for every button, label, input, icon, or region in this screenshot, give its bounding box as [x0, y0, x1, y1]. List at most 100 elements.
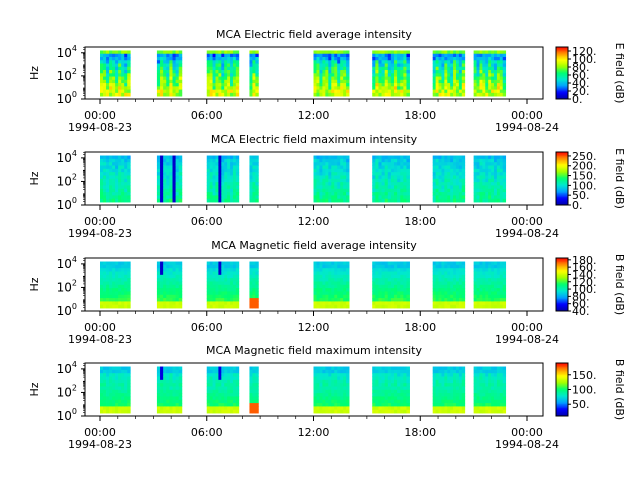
spectrogram-cell	[406, 60, 410, 64]
spectrogram-cell	[456, 366, 460, 371]
spectrogram-cell	[316, 70, 320, 74]
spectrogram-cell	[372, 198, 376, 203]
spectrogram-cell	[163, 393, 167, 397]
spectrogram-cell	[458, 168, 463, 173]
spectrogram-cell	[115, 284, 119, 289]
spectrogram-cell	[319, 284, 323, 289]
spectrogram-cell	[175, 268, 180, 272]
colorbar-segment	[556, 58, 568, 61]
spectrogram-cell	[255, 168, 259, 173]
spectrogram-cell	[124, 195, 128, 200]
spectrogram-cell	[322, 70, 326, 74]
spectrogram-cell	[491, 86, 495, 90]
spectrogram-cell	[215, 288, 219, 292]
spectrogram-cell	[482, 304, 486, 309]
spectrogram-cell	[491, 70, 495, 74]
spectrogram-cell	[346, 155, 350, 160]
spectrogram-cell	[346, 379, 350, 384]
spectrogram-cell	[406, 172, 410, 176]
spectrogram-cell	[215, 409, 219, 414]
spectrogram-cell	[319, 271, 323, 276]
spectrogram-cell	[178, 73, 183, 77]
spectrogram-cell	[384, 79, 389, 84]
spectrogram-cell	[488, 168, 492, 173]
spectrogram-cell	[340, 89, 344, 94]
spectrogram-cell	[121, 366, 125, 371]
spectrogram-block	[249, 50, 259, 97]
colorbar-segment	[556, 304, 568, 307]
spectrogram-cell	[337, 406, 341, 411]
spectrogram-cell	[453, 268, 457, 272]
colorbar-segment	[556, 92, 568, 95]
spectrogram-cell	[456, 89, 460, 94]
spectrogram-cell	[397, 168, 401, 173]
spectrogram-cell	[118, 195, 122, 200]
spectrogram-cell	[494, 192, 498, 196]
spectrogram-cell	[387, 158, 392, 163]
spectrogram-cell	[100, 73, 104, 77]
spectrogram-cell	[496, 83, 501, 87]
spectrogram-cell	[112, 274, 116, 279]
spectrogram-cell	[456, 53, 460, 58]
spectrogram-cell	[337, 168, 341, 173]
spectrogram-cell	[106, 389, 110, 394]
spectrogram-cell	[387, 409, 392, 414]
spectrogram-cell	[384, 373, 389, 377]
spectrogram-cell	[331, 393, 335, 397]
spectrogram-cell	[456, 86, 460, 90]
spectrogram-cell	[249, 155, 253, 160]
spectrogram-cell	[406, 83, 410, 87]
spectrogram-cell	[325, 403, 329, 407]
spectrogram-cell	[109, 79, 113, 84]
spectrogram-cell	[403, 182, 407, 186]
spectrogram-cell	[450, 155, 454, 160]
spectrogram-cell	[482, 369, 486, 374]
colorbar-segment	[556, 408, 568, 410]
spectrogram-cell	[252, 278, 256, 282]
spectrogram-cell	[313, 89, 317, 94]
spectrogram-cell	[252, 188, 256, 193]
spectrogram-cell	[325, 185, 329, 190]
spectrogram-cell	[438, 56, 442, 61]
spectrogram-cell	[230, 66, 234, 71]
spectrogram-cell	[169, 63, 173, 68]
spectrogram-cell	[249, 399, 253, 404]
spectrogram-cell	[215, 304, 219, 309]
spectrogram-cell	[118, 175, 122, 180]
spectrogram-cell	[224, 56, 228, 61]
spectrogram-cell	[337, 185, 341, 190]
spectrogram-cell	[166, 155, 170, 160]
spectrogram-cell	[215, 369, 219, 374]
spectrogram-cell	[491, 83, 495, 87]
spectrogram-cell	[378, 271, 382, 276]
spectrogram-cell	[121, 281, 125, 286]
colorbar-segment	[556, 295, 568, 297]
spectrogram-cell	[384, 369, 389, 374]
spectrogram-block	[473, 261, 507, 309]
spectrogram-cell	[458, 70, 463, 74]
spectrogram-cell	[331, 403, 335, 407]
spectrogram-cell	[163, 79, 167, 84]
spectrogram-cell	[127, 83, 131, 87]
spectrogram-cell	[458, 192, 463, 196]
spectrogram-cell	[476, 56, 480, 61]
spectrogram-cell	[496, 70, 501, 74]
spectrogram-cell	[232, 369, 237, 374]
spectrogram-cell	[319, 261, 323, 266]
spectrogram-cell	[406, 291, 410, 296]
spectrogram-cell	[227, 60, 231, 64]
spectrogram-cell	[461, 195, 466, 200]
spectrogram-cell	[387, 396, 392, 401]
spectrogram-cell	[461, 261, 466, 266]
spectrogram-cell	[328, 386, 332, 391]
spectrogram-cell	[322, 50, 326, 55]
spectrogram-cell	[479, 271, 483, 276]
spectrogram-cell	[502, 155, 507, 160]
spectrogram-cell	[403, 294, 407, 299]
spectrogram-cell	[406, 188, 410, 193]
spectrogram-cell	[432, 304, 437, 309]
spectrogram-cell	[432, 185, 437, 190]
spectrogram-cell	[387, 92, 392, 97]
spectrogram-cell	[316, 79, 320, 84]
spectrogram-cell	[473, 63, 477, 68]
